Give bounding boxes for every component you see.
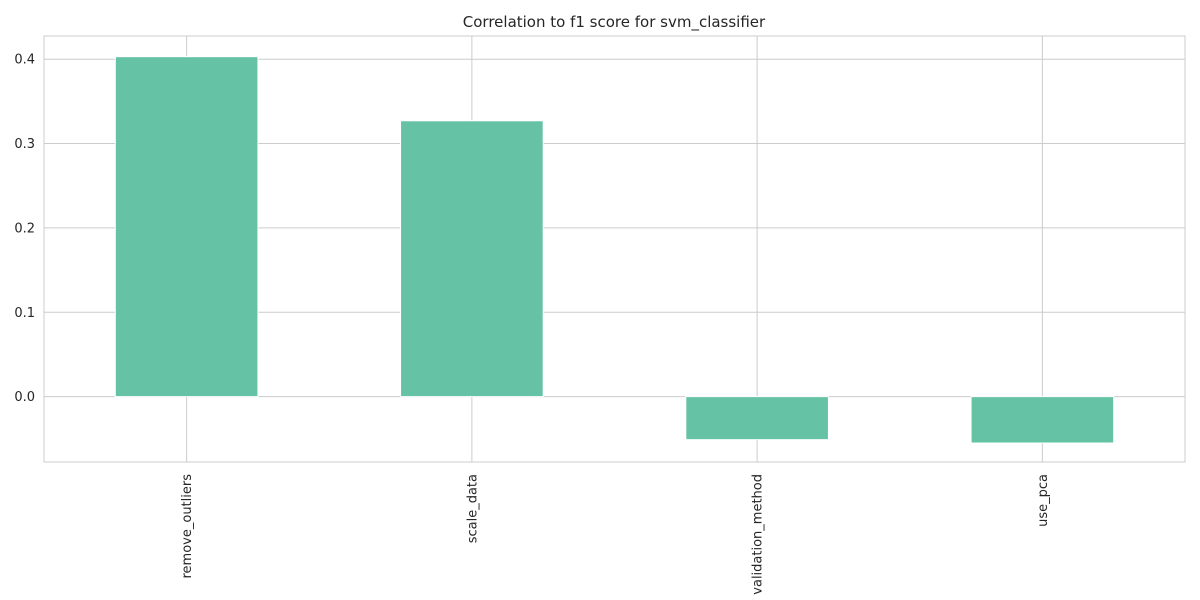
bar-validation-method: [685, 396, 829, 441]
x-tick-label: validation_method: [751, 474, 766, 595]
bar-remove-outliers: [114, 56, 259, 398]
bar-scale-data: [400, 120, 544, 398]
bars: [114, 56, 1115, 444]
chart-title: Correlation to f1 score for svm_classifi…: [463, 13, 766, 32]
bar-use-pca: [970, 396, 1115, 444]
y-tick-label: 0.3: [14, 137, 35, 152]
x-tick-label: use_pca: [1036, 474, 1051, 527]
y-tick-label: 0.0: [14, 390, 35, 405]
y-axis-ticks: 0.0 0.1 0.2 0.3 0.4: [14, 53, 35, 405]
x-tick-label: remove_outliers: [180, 474, 195, 579]
y-tick-label: 0.1: [14, 306, 35, 321]
y-tick-label: 0.4: [14, 53, 35, 68]
y-tick-label: 0.2: [14, 221, 35, 236]
x-tick-label: scale_data: [465, 474, 480, 543]
x-axis-ticks: remove_outliers scale_data validation_meth…: [180, 474, 1051, 595]
axes-frame: [43, 35, 1186, 463]
